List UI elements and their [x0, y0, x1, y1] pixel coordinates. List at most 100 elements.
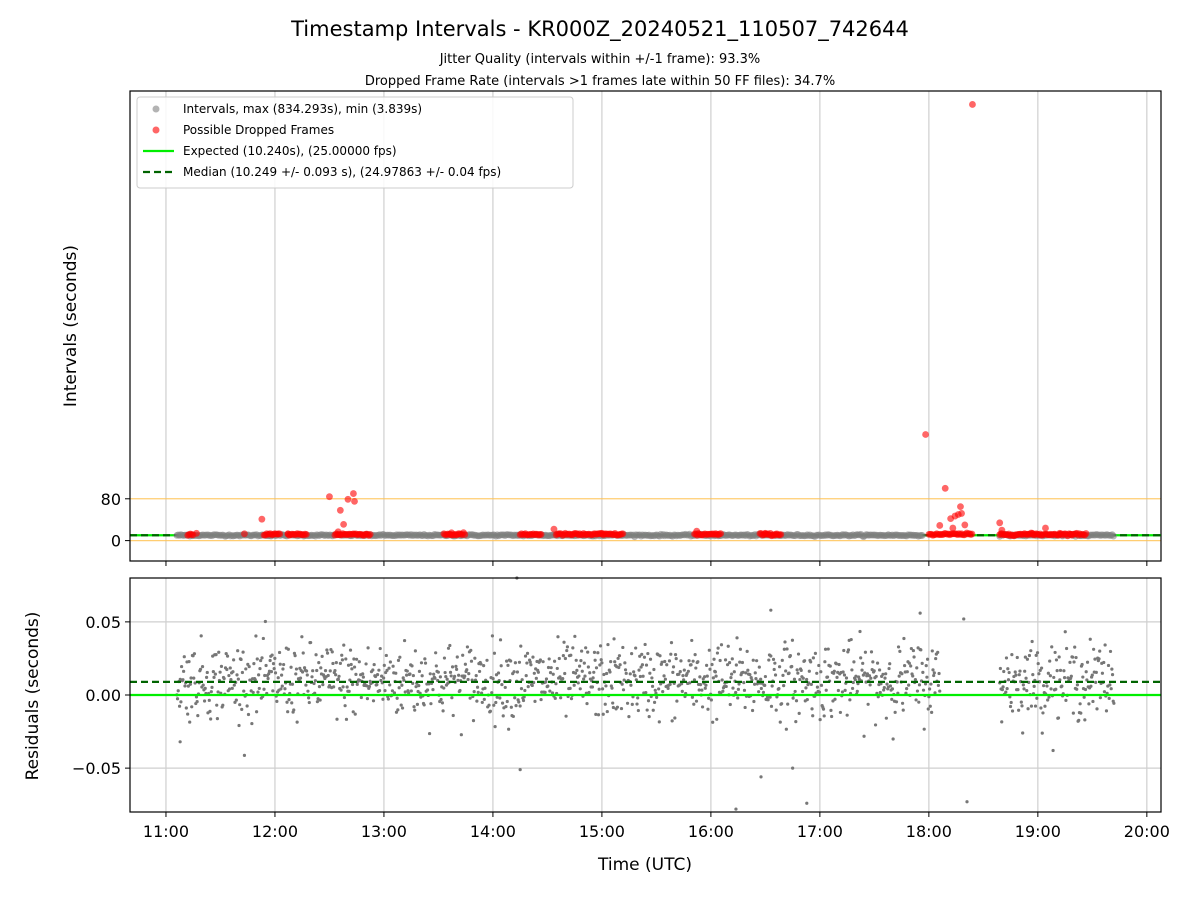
residual-point [746, 668, 750, 672]
residual-point [344, 657, 348, 661]
residual-point [466, 677, 470, 682]
residual-point [823, 647, 828, 651]
residual-point [883, 676, 887, 680]
residual-point [930, 710, 934, 714]
residual-point [1064, 698, 1068, 702]
residual-point [897, 674, 901, 678]
residual-point [628, 672, 632, 676]
residual-point [429, 702, 433, 706]
residual-point [487, 703, 491, 707]
residual-point [698, 675, 702, 679]
residual-point [596, 713, 601, 717]
residual-point [337, 674, 341, 678]
residual-point [1006, 667, 1010, 671]
dropped-frame-point [619, 530, 627, 538]
residual-point [585, 701, 589, 706]
residual-point [413, 708, 417, 712]
residual-point [384, 653, 388, 658]
residual-point [269, 670, 274, 674]
residual-point [257, 686, 261, 691]
residual-point [471, 718, 476, 723]
residual-point [807, 669, 811, 673]
residual-point [568, 686, 572, 690]
residual-point [1056, 716, 1061, 720]
residual-point [378, 646, 382, 651]
residual-point [623, 668, 628, 672]
residual-point [523, 654, 528, 658]
intervals-markers [173, 101, 1117, 541]
residual-point [455, 667, 459, 671]
intervals-y-tick-label: 0 [111, 532, 121, 551]
residual-point [824, 688, 828, 692]
residual-point [246, 712, 251, 717]
residual-point [809, 660, 813, 664]
residual-point [694, 699, 699, 703]
dropped-frame-point [1028, 529, 1036, 537]
residual-point [822, 714, 826, 718]
residual-point [805, 677, 809, 682]
legend: Intervals, max (834.293s), min (3.839s) … [136, 96, 574, 189]
residual-point [702, 675, 707, 679]
residual-point [773, 673, 778, 677]
residual-point [455, 655, 459, 659]
residual-point [572, 683, 576, 687]
residual-point [392, 691, 397, 695]
dropped-frame-point [537, 531, 545, 538]
residual-point [414, 685, 418, 689]
residual-point [342, 643, 346, 647]
residual-point [565, 648, 569, 653]
residual-point [735, 636, 739, 640]
residual-point [408, 672, 412, 676]
residual-point [562, 640, 566, 644]
residual-point [277, 650, 282, 655]
residual-point [503, 685, 507, 690]
residual-point [669, 641, 674, 645]
residual-point [294, 667, 299, 671]
residual-point [707, 696, 711, 700]
residual-point [222, 676, 226, 681]
residual-point [1027, 653, 1032, 658]
residual-point [506, 663, 510, 667]
residual-point [268, 658, 272, 663]
x-tick-label: 20:00 [1124, 822, 1170, 841]
dropped-frame-point [334, 528, 342, 536]
residual-point [732, 670, 736, 674]
residual-point [641, 674, 645, 678]
residual-point [1043, 704, 1047, 708]
residual-point [420, 674, 424, 678]
residual-point [1058, 668, 1063, 673]
residual-point [446, 646, 451, 650]
residual-point [188, 720, 192, 724]
residual-point [874, 674, 878, 679]
residual-point [294, 672, 298, 676]
residual-point [1029, 704, 1034, 708]
residual-point [557, 656, 561, 661]
dropped-frame-point [258, 515, 266, 523]
residual-point [1051, 748, 1055, 753]
residual-point [273, 671, 278, 675]
residual-point [637, 668, 641, 672]
residual-point [703, 686, 707, 690]
residual-point [228, 666, 232, 670]
residual-point [640, 663, 645, 667]
residual-point [1041, 711, 1045, 715]
residual-point [1048, 674, 1052, 678]
residual-point [887, 666, 891, 671]
residual-point [365, 697, 370, 701]
residual-point [569, 653, 573, 657]
residual-point [1093, 657, 1097, 661]
residual-point [657, 720, 661, 724]
residual-point [245, 704, 249, 708]
dropped-frame-point [717, 530, 725, 537]
residual-point [576, 681, 580, 685]
residual-point [546, 684, 550, 688]
residual-point [1098, 696, 1102, 700]
residual-point [352, 665, 357, 669]
residual-point [431, 688, 435, 692]
residual-point [616, 656, 620, 661]
residual-point [521, 698, 526, 703]
residual-point [579, 659, 583, 663]
residual-point [704, 683, 708, 687]
interval-point [918, 532, 926, 539]
residual-point [841, 670, 845, 674]
